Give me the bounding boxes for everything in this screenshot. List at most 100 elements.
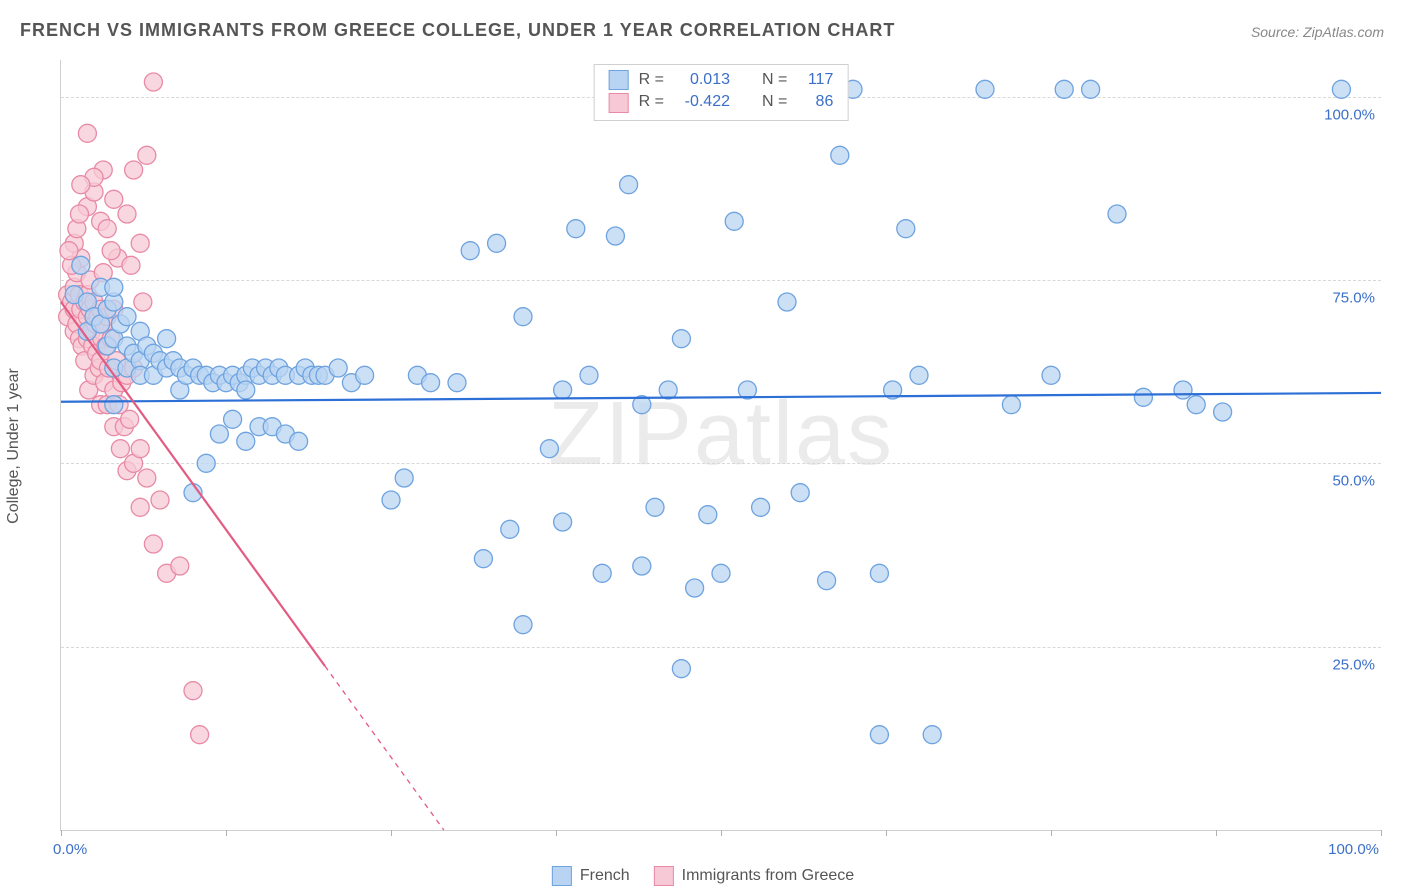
data-point (699, 506, 717, 524)
data-point (1082, 80, 1100, 98)
data-point (831, 146, 849, 164)
legend-swatch (552, 866, 572, 886)
legend-n-label: N = (762, 69, 787, 91)
data-point (554, 381, 572, 399)
data-point (686, 579, 704, 597)
data-point (606, 227, 624, 245)
data-point (474, 550, 492, 568)
legend-swatch (609, 70, 629, 90)
data-point (134, 293, 152, 311)
data-point (488, 234, 506, 252)
data-point (1214, 403, 1232, 421)
x-tick (1216, 830, 1217, 836)
legend-r-value: -0.422 (674, 91, 730, 113)
x-tick (556, 830, 557, 836)
trend-line-extrapolated (325, 666, 444, 830)
data-point (514, 616, 532, 634)
legend-r-label: R = (639, 91, 664, 113)
legend-n-value: 86 (797, 91, 833, 113)
x-tick (61, 830, 62, 836)
x-axis-label-min: 0.0% (53, 841, 87, 858)
data-point (122, 256, 140, 274)
data-point (870, 564, 888, 582)
data-point (72, 176, 90, 194)
data-point (1332, 80, 1350, 98)
data-point (118, 308, 136, 326)
data-point (540, 440, 558, 458)
data-point (910, 366, 928, 384)
y-axis-label: College, Under 1 year (5, 368, 23, 524)
correlation-legend: R = 0.013 N = 117 R = -0.422 N = 86 (594, 64, 849, 121)
data-point (138, 146, 156, 164)
data-point (197, 454, 215, 472)
trend-line (61, 302, 325, 666)
legend-swatch (609, 93, 629, 113)
data-point (131, 440, 149, 458)
legend-r-value: 0.013 (674, 69, 730, 91)
data-point (1174, 381, 1192, 399)
data-point (567, 220, 585, 238)
data-point (78, 124, 96, 142)
data-point (422, 374, 440, 392)
legend-row: R = 0.013 N = 117 (609, 69, 834, 91)
data-point (111, 440, 129, 458)
series-legend: French Immigrants from Greece (552, 866, 854, 886)
data-point (1042, 366, 1060, 384)
data-point (791, 484, 809, 502)
data-point (672, 660, 690, 678)
legend-label: Immigrants from Greece (682, 867, 854, 885)
x-tick (1051, 830, 1052, 836)
legend-swatch (654, 866, 674, 886)
legend-item: Immigrants from Greece (654, 866, 854, 886)
data-point (138, 469, 156, 487)
data-point (870, 726, 888, 744)
data-point (382, 491, 400, 509)
data-point (105, 396, 123, 414)
data-point (98, 220, 116, 238)
data-point (1108, 205, 1126, 223)
data-point (897, 220, 915, 238)
data-point (554, 513, 572, 531)
data-point (1002, 396, 1020, 414)
data-point (131, 234, 149, 252)
data-point (184, 682, 202, 700)
legend-label: French (580, 867, 630, 885)
data-point (672, 330, 690, 348)
data-point (105, 278, 123, 296)
x-tick (226, 830, 227, 836)
chart-title: FRENCH VS IMMIGRANTS FROM GREECE COLLEGE… (20, 20, 895, 41)
data-point (1134, 388, 1152, 406)
legend-row: R = -0.422 N = 86 (609, 91, 834, 113)
legend-n-label: N = (762, 91, 787, 113)
data-point (356, 366, 374, 384)
data-point (593, 564, 611, 582)
data-point (151, 491, 169, 509)
plot-area: ZIPatlas 25.0%50.0%75.0%100.0% 0.0% 100.… (60, 60, 1381, 831)
data-point (976, 80, 994, 98)
data-point (646, 498, 664, 516)
data-point (778, 293, 796, 311)
x-tick (886, 830, 887, 836)
data-point (70, 205, 88, 223)
legend-r-label: R = (639, 69, 664, 91)
data-point (1187, 396, 1205, 414)
x-tick (391, 830, 392, 836)
data-point (725, 212, 743, 230)
data-point (752, 498, 770, 516)
x-axis-label-max: 100.0% (1328, 841, 1379, 858)
data-point (60, 242, 78, 260)
data-point (144, 73, 162, 91)
data-point (158, 330, 176, 348)
legend-n-value: 117 (797, 69, 833, 91)
data-point (1055, 80, 1073, 98)
data-point (105, 190, 123, 208)
data-point (461, 242, 479, 260)
data-point (514, 308, 532, 326)
data-point (659, 381, 677, 399)
data-point (144, 535, 162, 553)
chart-container: FRENCH VS IMMIGRANTS FROM GREECE COLLEGE… (0, 0, 1406, 892)
data-point (580, 366, 598, 384)
data-point (395, 469, 413, 487)
data-point (171, 557, 189, 575)
data-point (210, 425, 228, 443)
